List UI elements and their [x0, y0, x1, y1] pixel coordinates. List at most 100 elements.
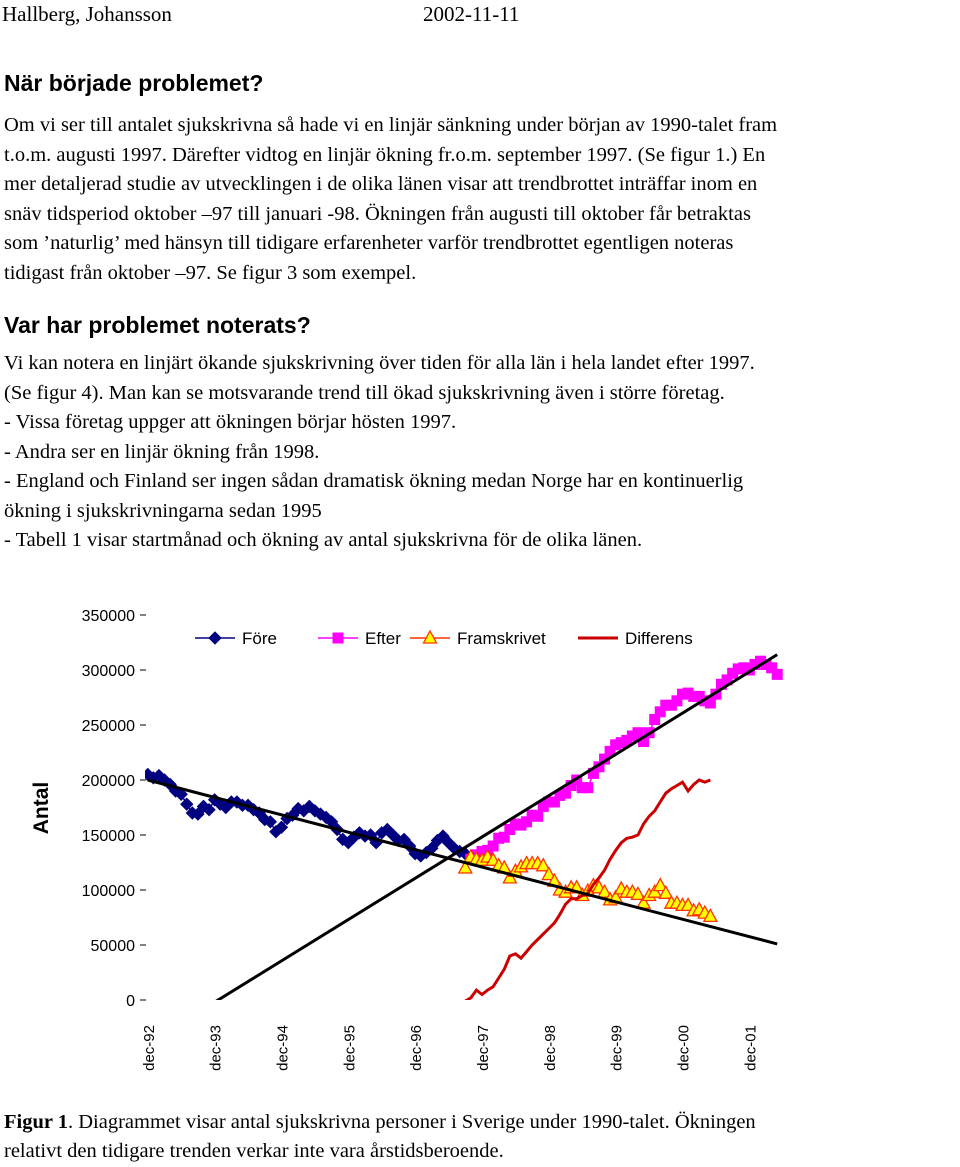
y-tick-label: 150000	[82, 828, 135, 845]
y-tick-label: 50000	[91, 938, 136, 955]
paragraph-line: Vi kan notera en linjärt ökande sjukskri…	[4, 352, 755, 374]
after-marker	[532, 810, 544, 822]
figure-caption-text: . Diagrammet visar antal sjukskrivna per…	[67, 1111, 756, 1133]
y-axis-label: Antal	[30, 782, 53, 835]
figure-caption: Figur 1. Diagrammet visar antal sjukskri…	[4, 1108, 960, 1166]
before-marker	[208, 631, 222, 645]
x-tick-label: dec-92	[141, 1025, 158, 1071]
after-marker	[543, 796, 555, 808]
series-difference-line	[464, 778, 711, 1000]
before-marker	[180, 797, 194, 811]
y-tick-label: 200000	[82, 773, 135, 790]
before-marker	[202, 802, 216, 817]
legend-label: Efter	[365, 629, 401, 648]
after-marker	[548, 796, 560, 808]
after-marker	[487, 840, 499, 852]
after-marker	[632, 727, 644, 739]
projected-marker	[702, 908, 718, 923]
after-marker	[493, 832, 505, 844]
after-marker	[738, 662, 750, 674]
legend-after: Efter	[318, 629, 401, 648]
after-marker	[332, 632, 344, 644]
after-marker	[760, 659, 772, 670]
legend-label: Framskrivet	[457, 629, 546, 648]
after-marker	[693, 690, 705, 702]
after-marker	[671, 695, 683, 707]
x-tick-label: dec-00	[676, 1025, 693, 1071]
projected-marker	[630, 886, 646, 901]
after-marker	[515, 819, 527, 831]
y-axis: 0 50000 100000 150000 200000 250000 300000 3500…	[82, 608, 146, 1010]
after-marker	[521, 816, 533, 828]
x-tick-label: dec-94	[274, 1025, 291, 1071]
paragraph-line: snäv tidsperiod oktober –97 till januari…	[4, 202, 751, 225]
plot-area	[145, 653, 783, 1000]
paragraph-where: Vi kan notera en linjärt ökande sjukskri…	[4, 349, 960, 556]
header-date: 2002-11-11	[423, 2, 520, 26]
paragraph-line: (Se figur 4). Man kan se motsvarande tre…	[4, 381, 725, 404]
section-heading-when: När började problemet?	[4, 70, 264, 96]
section-heading-where: Var har problemet noterats?	[4, 312, 311, 338]
x-tick-label: dec-97	[475, 1025, 492, 1071]
paragraph-line: t.o.m. augusti 1997. Därefter vidtog en …	[4, 143, 766, 166]
after-marker	[755, 655, 767, 667]
paragraph-line: mer detaljerad studie av utvecklingen i …	[4, 173, 758, 195]
after-marker	[560, 787, 572, 799]
header-author: Hallberg, Johansson	[2, 2, 172, 26]
after-marker	[537, 800, 549, 812]
legend-difference: Differens	[578, 629, 693, 648]
after-marker	[582, 782, 594, 794]
y-tick-label: 350000	[82, 608, 135, 625]
after-marker	[587, 767, 599, 779]
after-marker	[766, 662, 778, 674]
after-marker	[665, 699, 677, 711]
after-marker	[626, 730, 638, 742]
x-tick-label: dec-01	[742, 1025, 759, 1071]
legend-label: Före	[242, 629, 277, 648]
paragraph-line: - England och Finland ser ingen sådan dr…	[4, 470, 744, 492]
after-marker	[526, 809, 538, 821]
paragraph-line: - Tabell 1 visar startmånad och ökning a…	[4, 529, 643, 551]
after-marker	[660, 699, 672, 711]
before-marker	[191, 807, 205, 821]
paragraph-line: Om vi ser till antalet sjukskrivna så ha…	[4, 114, 778, 136]
after-marker	[610, 739, 622, 751]
after-marker	[621, 734, 633, 746]
y-tick-label: 0	[126, 993, 135, 1010]
projected-marker	[596, 883, 613, 898]
projected-marker	[422, 629, 438, 644]
projected-marker	[658, 884, 674, 899]
after-marker	[509, 818, 521, 830]
before-marker	[274, 820, 289, 835]
figure-caption-label: Figur 1	[4, 1111, 68, 1133]
paragraph-line: ökning i sjukskrivningarna sedan 1995	[4, 499, 322, 522]
projected-marker	[541, 866, 557, 881]
paragraph-line: - Vissa företag uppger att ökningen börj…	[4, 411, 457, 433]
y-tick-label: 100000	[82, 883, 135, 900]
after-marker	[638, 736, 650, 747]
after-marker	[677, 688, 689, 700]
x-axis: dec-92 dec-93 dec-94 dec-95 dec-96 dec-97 dec-…	[141, 1025, 760, 1071]
paragraph-when: Om vi ser till antalet sjukskrivna så ha…	[4, 111, 960, 288]
after-marker	[721, 674, 733, 686]
after-marker	[576, 782, 588, 794]
legend-before: Före	[195, 629, 277, 648]
legend-label: Differens	[625, 629, 693, 648]
y-tick-label: 300000	[82, 663, 135, 680]
after-marker	[593, 761, 605, 773]
after-marker	[682, 687, 694, 699]
after-marker	[649, 714, 661, 725]
y-tick-label: 250000	[82, 718, 135, 735]
x-tick-label: dec-98	[542, 1025, 559, 1071]
before-marker	[196, 799, 211, 814]
after-marker	[727, 667, 739, 679]
paragraph-line: tidigast från oktober –97. Se figur 3 so…	[4, 261, 417, 284]
after-marker	[554, 789, 566, 801]
after-marker	[498, 831, 510, 843]
after-marker	[599, 753, 611, 765]
after-marker	[654, 706, 666, 718]
after-marker	[565, 780, 577, 791]
trend-line	[215, 653, 778, 1000]
after-marker	[704, 697, 716, 709]
x-tick-label: dec-96	[408, 1025, 425, 1071]
